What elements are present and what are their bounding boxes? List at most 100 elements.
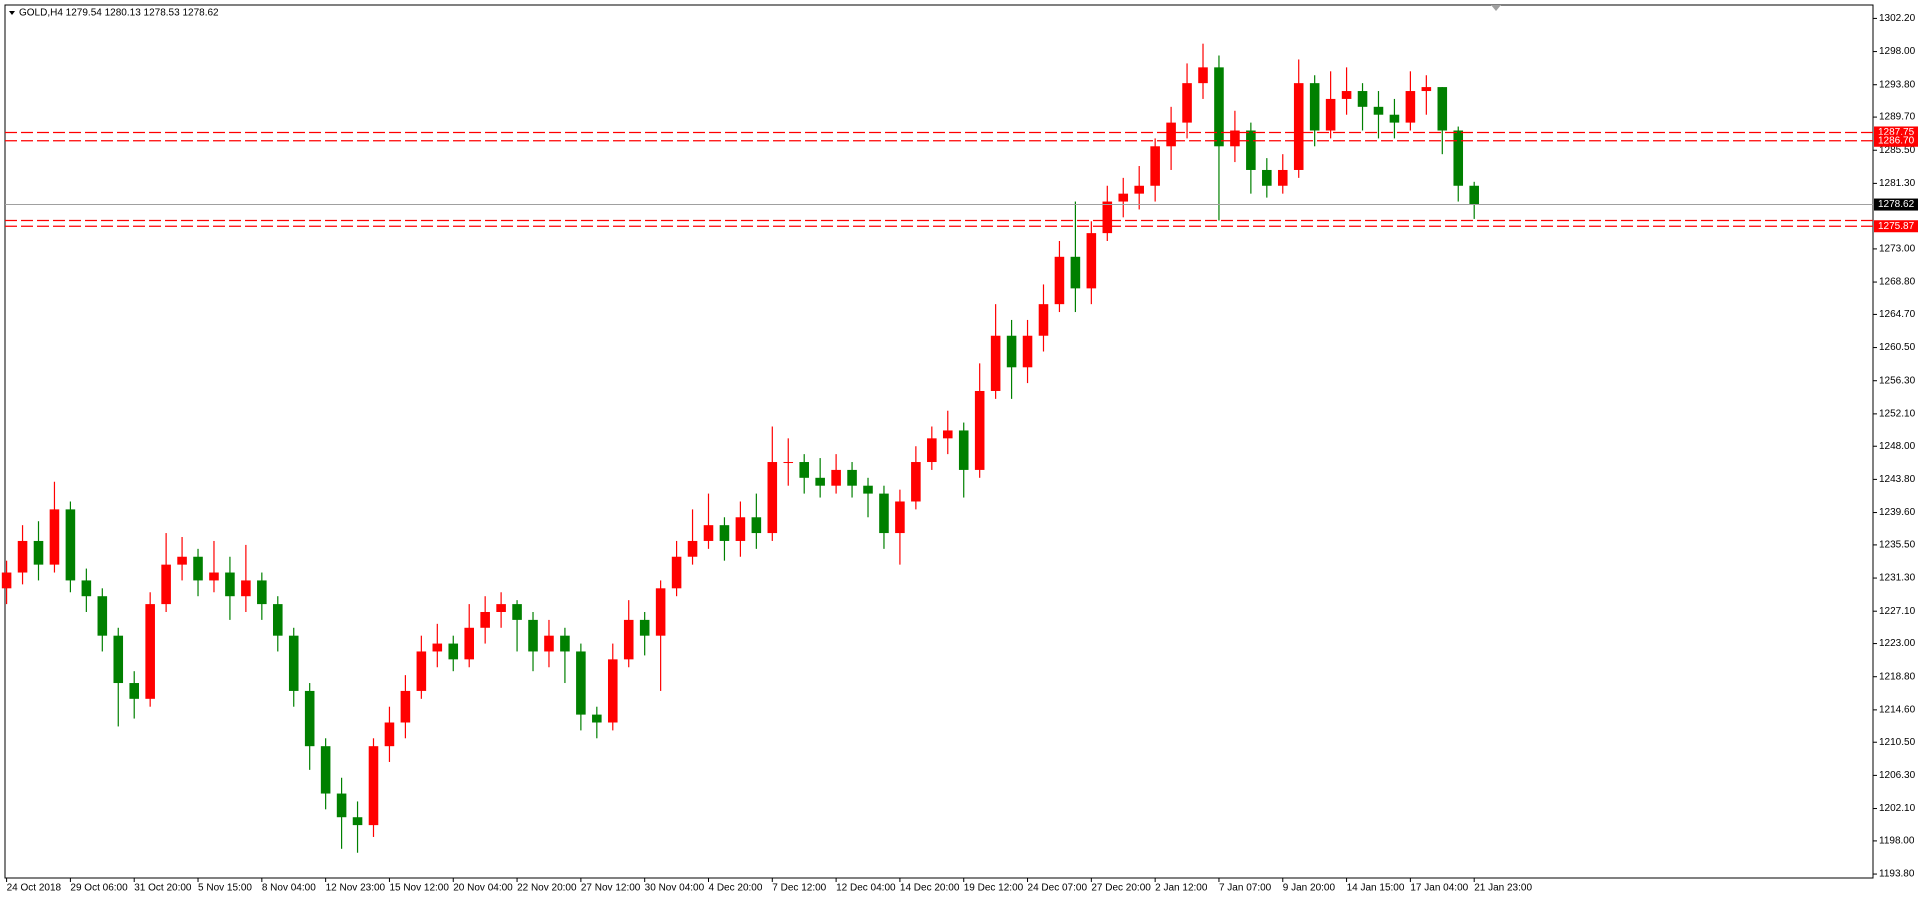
candle-body [895, 501, 905, 534]
candle-body [639, 619, 650, 636]
candle-body [544, 635, 554, 652]
candle-body [799, 462, 809, 478]
candle-body [336, 793, 347, 818]
candle-body [1293, 83, 1304, 170]
candle-body [161, 564, 171, 605]
y-tick-label: 1239.60 [1879, 507, 1916, 518]
candle-body [1277, 169, 1288, 186]
y-tick-label: 1218.80 [1879, 671, 1916, 682]
x-tick-label: 8 Nov 04:00 [262, 883, 316, 894]
level-label: 1275.87 [1878, 221, 1915, 232]
y-tick-label: 1198.00 [1879, 836, 1915, 847]
candle-body [1022, 335, 1033, 368]
candle-body [687, 540, 698, 557]
candle-body [17, 540, 28, 573]
level-label: 1286.70 [1878, 135, 1915, 146]
last-price-box [1874, 198, 1918, 211]
candle-body [1006, 335, 1017, 368]
candle-body [1357, 91, 1368, 107]
x-tick-label: 22 Nov 20:00 [517, 883, 577, 894]
candle-body [1469, 185, 1479, 205]
y-tick-label: 1202.10 [1879, 803, 1916, 814]
candle-body [1038, 304, 1049, 336]
candle-body [1341, 91, 1352, 99]
candle-body [177, 556, 187, 565]
y-tick-label: 1281.30 [1879, 178, 1916, 189]
candle-body [815, 477, 825, 486]
y-tick-label: 1223.00 [1879, 638, 1916, 649]
x-tick-label: 31 Oct 20:00 [134, 883, 192, 894]
x-tick-label: 12 Nov 23:00 [326, 883, 386, 894]
candle-body [927, 438, 937, 463]
candle-body [304, 690, 315, 747]
candle-body [1086, 233, 1097, 289]
x-tick-label: 7 Dec 12:00 [772, 883, 826, 894]
y-tick-label: 1264.70 [1879, 309, 1916, 320]
y-tick-label: 1273.00 [1879, 244, 1916, 255]
x-tick-label: 29 Oct 06:00 [70, 883, 128, 894]
level-label-box [1874, 220, 1918, 233]
candle-body [1421, 87, 1432, 92]
candle-body [33, 540, 44, 565]
candle-body [1389, 114, 1400, 123]
y-tick-label: 1289.70 [1879, 112, 1916, 123]
candle-body [911, 462, 921, 502]
y-tick-label: 1248.00 [1879, 441, 1916, 452]
candle-body [241, 580, 251, 597]
candle-body [1166, 122, 1176, 147]
candle-body [958, 430, 969, 470]
x-tick-label: 27 Nov 12:00 [581, 883, 641, 894]
candle-body [97, 596, 108, 636]
candle-body [464, 627, 474, 660]
candle-body [1, 572, 12, 589]
candle-body [448, 643, 459, 660]
y-tick-label: 1243.80 [1879, 474, 1916, 485]
candle-body [767, 462, 778, 534]
last-price-label: 1278.62 [1878, 199, 1915, 210]
candle-body [576, 651, 586, 715]
candle-body [480, 611, 490, 628]
candle-body [1134, 185, 1144, 194]
candle-body [288, 635, 299, 691]
y-tick-label: 1210.50 [1879, 737, 1916, 748]
candle-body [1070, 256, 1081, 289]
candle-body [1437, 87, 1448, 131]
candle-body [65, 509, 76, 581]
candle-body [496, 604, 506, 612]
y-tick-label: 1193.80 [1879, 869, 1915, 880]
x-tick-label: 24 Oct 2018 [7, 883, 62, 894]
candle-body [703, 525, 714, 541]
candle-body [145, 604, 155, 699]
candle-body [863, 485, 873, 494]
x-tick-label: 30 Nov 04:00 [645, 883, 705, 894]
shift-marker [1491, 5, 1501, 11]
candle-body [607, 659, 618, 723]
x-tick-label: 4 Dec 20:00 [708, 883, 762, 894]
y-tick-label: 1260.50 [1879, 342, 1916, 353]
x-tick-label: 12 Dec 04:00 [836, 883, 896, 894]
candle-body [942, 430, 953, 439]
candle-body [623, 619, 634, 660]
candle-body [113, 635, 124, 684]
y-tick-label: 1285.50 [1879, 145, 1916, 156]
candle-body [272, 604, 283, 636]
candle-body [1262, 169, 1272, 186]
candle-body [735, 517, 746, 541]
y-tick-label: 1293.80 [1879, 79, 1916, 90]
y-tick-label: 1302.20 [1879, 13, 1916, 24]
y-tick-label: 1206.30 [1879, 770, 1916, 781]
candle-body [384, 722, 395, 747]
candle-body [1230, 130, 1240, 147]
x-tick-label: 7 Jan 07:00 [1219, 883, 1272, 894]
candle-body [990, 335, 1001, 391]
candle-body [209, 572, 219, 581]
candle-body [1198, 67, 1208, 84]
candle-body [352, 817, 363, 826]
level-label: 1287.75 [1878, 127, 1915, 138]
x-tick-label: 5 Nov 15:00 [198, 883, 252, 894]
candle-body [1405, 91, 1416, 123]
candle-body [783, 462, 794, 464]
candle-body [1150, 146, 1160, 186]
candle-body [416, 651, 427, 691]
